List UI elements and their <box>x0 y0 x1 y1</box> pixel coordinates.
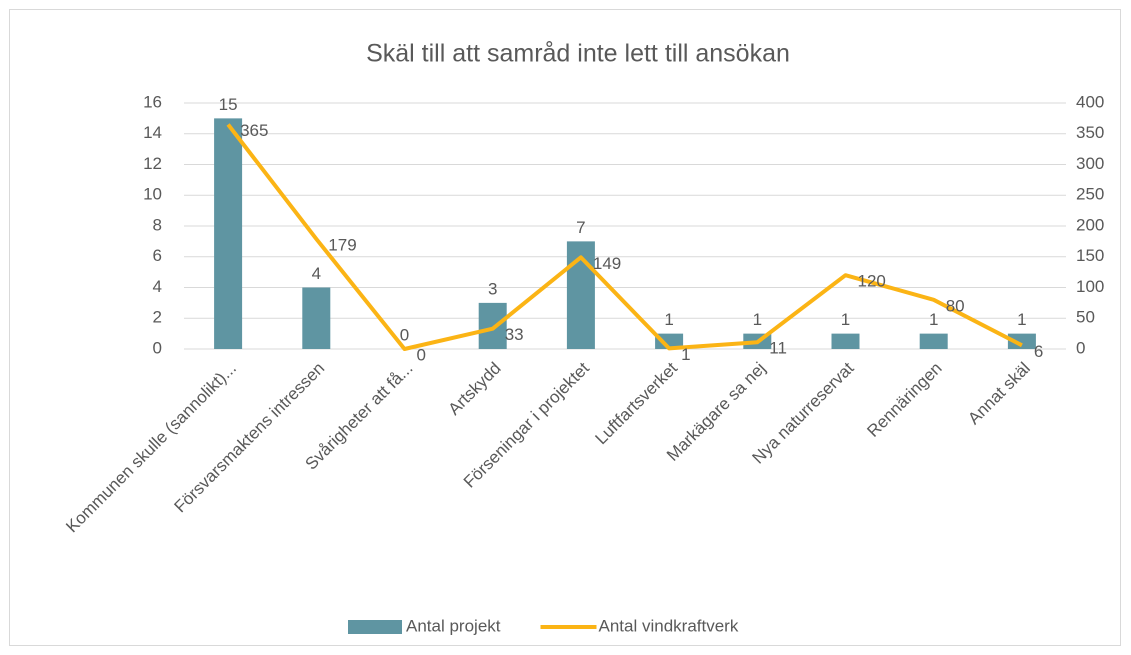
line-value-label: 11 <box>769 339 787 358</box>
bar-value-label: 0 <box>400 325 409 344</box>
y-tick-label: 4 <box>153 277 162 296</box>
line-value-label: 120 <box>858 272 886 291</box>
y-tick-label: 6 <box>153 246 162 265</box>
line-value-label: 6 <box>1034 342 1043 361</box>
bar <box>302 287 331 349</box>
bar-value-label: 1 <box>929 310 938 329</box>
line-value-label: 0 <box>417 345 426 364</box>
legend-swatch <box>348 620 402 634</box>
y2-tick-label: 350 <box>1076 123 1104 142</box>
y-tick-label: 16 <box>143 92 162 111</box>
chart-title: Skäl till att samråd inte lett till ansö… <box>366 40 790 68</box>
bar <box>1007 333 1036 349</box>
y-tick-label: 0 <box>153 338 162 357</box>
y2-tick-label: 300 <box>1076 154 1104 173</box>
line-value-label: 80 <box>946 296 965 315</box>
legend-label: Antal projekt <box>406 616 501 635</box>
bar-value-label: 3 <box>488 279 497 298</box>
line-value-label: 1 <box>681 345 690 364</box>
line-value-label: 179 <box>328 235 356 254</box>
line <box>226 123 1023 351</box>
bar <box>831 333 860 349</box>
line-value-label: 365 <box>240 121 268 140</box>
chart-border <box>9 9 1121 646</box>
y2-tick-label: 200 <box>1076 215 1104 234</box>
bar <box>919 333 948 349</box>
bar-value-label: 1 <box>841 310 850 329</box>
bar <box>478 302 507 349</box>
y-tick-label: 14 <box>143 123 162 142</box>
y-tick-label: 10 <box>143 185 162 204</box>
bar-value-label: 7 <box>576 218 585 237</box>
y2-tick-label: 250 <box>1076 185 1104 204</box>
bar-value-label: 1 <box>664 310 673 329</box>
bar-value-label: 15 <box>219 95 238 114</box>
y-tick-label: 12 <box>143 154 162 173</box>
line-value-label: 149 <box>593 254 621 273</box>
y-tick-label: 2 <box>153 308 162 327</box>
bar-value-label: 1 <box>1017 310 1026 329</box>
bar <box>214 118 243 349</box>
y2-tick-label: 150 <box>1076 246 1104 265</box>
y2-tick-label: 50 <box>1076 308 1095 327</box>
bar-value-label: 4 <box>312 264 321 283</box>
y2-tick-label: 100 <box>1076 277 1104 296</box>
legend-label: Antal vindkraftverk <box>599 616 739 635</box>
bar-value-label: 1 <box>753 310 762 329</box>
y-tick-label: 8 <box>153 215 162 234</box>
line-value-label: 33 <box>505 325 524 344</box>
bar <box>655 333 684 349</box>
y2-tick-label: 0 <box>1076 338 1085 357</box>
y2-tick-label: 400 <box>1076 92 1104 111</box>
